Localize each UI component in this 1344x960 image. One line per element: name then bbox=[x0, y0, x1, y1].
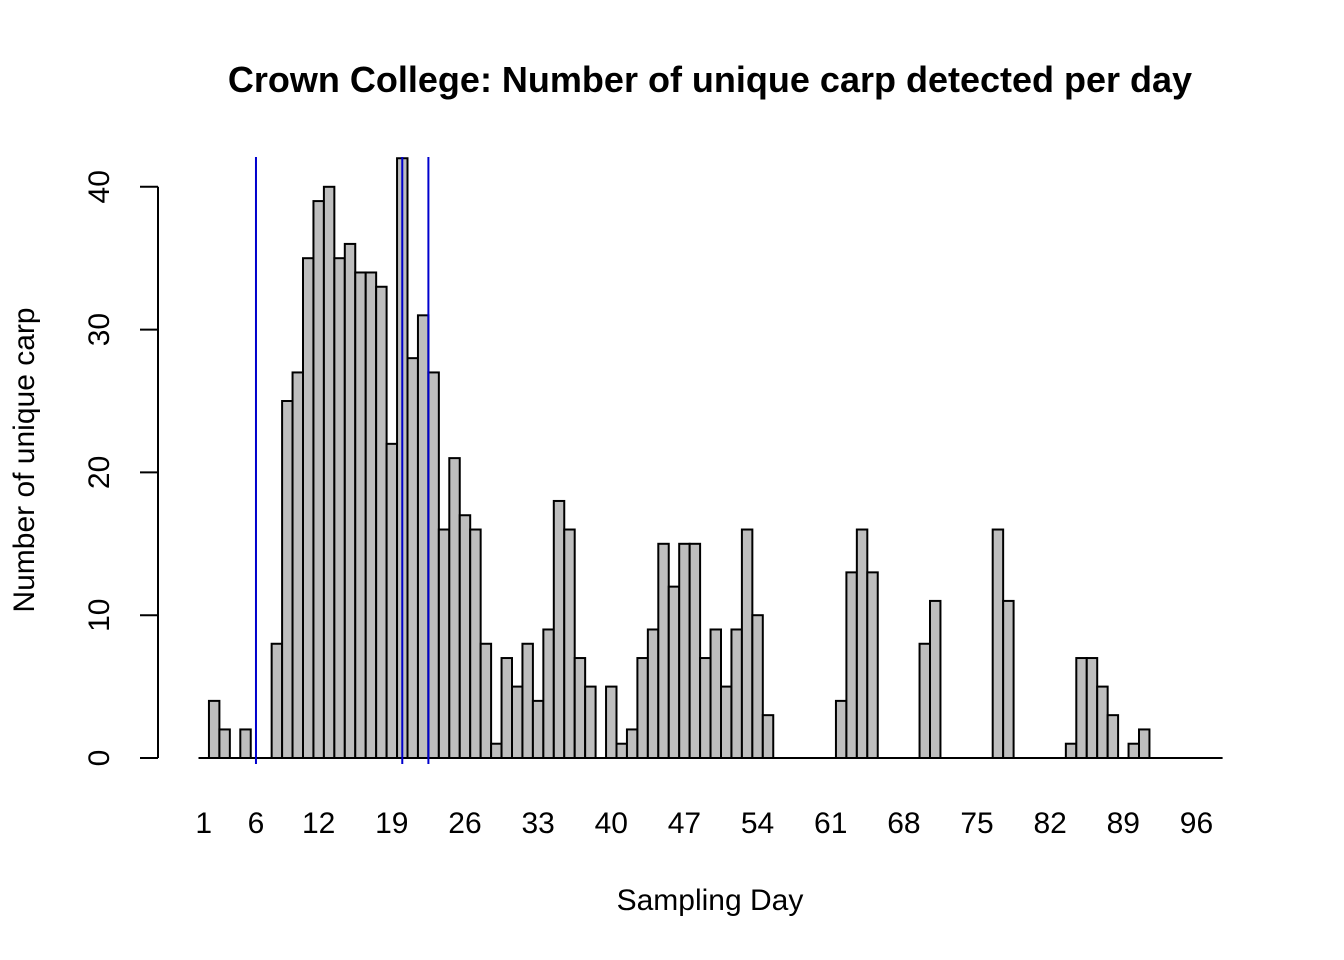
bar-day-16 bbox=[354, 271, 367, 759]
y-tick-label-40: 40 bbox=[83, 170, 116, 203]
bar-day-10 bbox=[291, 371, 304, 759]
x-tick-label-68: 68 bbox=[887, 807, 920, 840]
bar-day-91 bbox=[1138, 728, 1151, 760]
bar-day-34 bbox=[542, 628, 555, 759]
bar-day-29 bbox=[490, 742, 503, 759]
y-axis: 0 10 20 30 40 bbox=[83, 170, 159, 767]
bar-day-38 bbox=[584, 685, 597, 759]
bar-day-64 bbox=[855, 528, 869, 760]
bar-day-14 bbox=[333, 257, 346, 759]
bar-day-35 bbox=[552, 499, 566, 759]
bar-day-55 bbox=[761, 714, 775, 759]
x-tick-label-40: 40 bbox=[595, 807, 628, 840]
bar-day-22 bbox=[416, 314, 430, 759]
bar-day-32 bbox=[521, 642, 534, 760]
bar-day-62 bbox=[834, 699, 848, 760]
bar-day-37 bbox=[573, 657, 587, 759]
x-tick-label-47: 47 bbox=[668, 807, 701, 840]
y-tick-label-0: 0 bbox=[83, 750, 116, 767]
bar-day-43 bbox=[636, 657, 649, 759]
bar-day-40 bbox=[605, 685, 618, 759]
bar-day-88 bbox=[1106, 714, 1120, 759]
y-tick-label-30: 30 bbox=[83, 313, 116, 346]
bar-day-47 bbox=[678, 542, 691, 759]
bar-day-48 bbox=[688, 542, 702, 759]
y-tick-label-20: 20 bbox=[83, 456, 116, 489]
x-tick-label-26: 26 bbox=[448, 807, 481, 840]
x-tick-label-54: 54 bbox=[741, 807, 774, 840]
bar-day-78 bbox=[1002, 599, 1015, 759]
bar-day-28 bbox=[479, 642, 493, 760]
bar-day-31 bbox=[511, 685, 524, 759]
bar-series bbox=[207, 157, 1151, 760]
bar-day-85 bbox=[1075, 657, 1088, 759]
bar-day-24 bbox=[437, 528, 451, 760]
bar-day-21 bbox=[406, 357, 419, 759]
bar-day-5 bbox=[239, 728, 252, 760]
bar-day-53 bbox=[740, 528, 754, 760]
x-tick-label-75: 75 bbox=[960, 807, 993, 840]
x-axis-label: Sampling Day bbox=[617, 884, 804, 917]
bar-day-18 bbox=[375, 285, 388, 759]
bar-day-46 bbox=[667, 585, 681, 760]
x-tick-label-33: 33 bbox=[521, 807, 554, 840]
bar-day-63 bbox=[845, 571, 858, 759]
bar-day-11 bbox=[302, 257, 315, 759]
x-tick-label-89: 89 bbox=[1107, 807, 1140, 840]
bar-day-9 bbox=[281, 400, 294, 759]
x-tick-label-1: 1 bbox=[195, 807, 212, 840]
bar-day-49 bbox=[699, 657, 712, 759]
bar-day-44 bbox=[646, 628, 660, 759]
bar-day-33 bbox=[531, 699, 545, 760]
bar-day-8 bbox=[270, 642, 284, 760]
bar-day-87 bbox=[1096, 685, 1109, 759]
bar-day-30 bbox=[500, 657, 513, 759]
x-tick-label-19: 19 bbox=[375, 807, 408, 840]
y-tick-label-10: 10 bbox=[83, 599, 116, 632]
bar-day-36 bbox=[563, 528, 576, 760]
x-tick-label-61: 61 bbox=[814, 807, 847, 840]
bar-day-26 bbox=[458, 514, 472, 759]
bar-day-15 bbox=[343, 242, 357, 760]
bar-day-42 bbox=[625, 728, 639, 760]
x-tick-label-6: 6 bbox=[248, 807, 265, 840]
bar-day-13 bbox=[322, 185, 336, 760]
x-tick-label-12: 12 bbox=[302, 807, 335, 840]
bar-day-65 bbox=[866, 571, 879, 759]
bar-day-90 bbox=[1127, 742, 1141, 759]
bar-day-2 bbox=[207, 699, 221, 760]
bar-day-12 bbox=[312, 200, 325, 759]
bar-day-51 bbox=[720, 685, 733, 759]
bar-day-19 bbox=[385, 442, 399, 759]
bar-day-54 bbox=[751, 614, 764, 760]
bar-day-50 bbox=[709, 628, 722, 759]
bar-day-25 bbox=[448, 457, 461, 759]
bar-day-71 bbox=[929, 599, 942, 759]
x-tick-label-96: 96 bbox=[1180, 807, 1213, 840]
bar-day-70 bbox=[918, 642, 931, 760]
bar-day-41 bbox=[615, 742, 628, 759]
y-axis-label: Number of unique carp bbox=[8, 307, 41, 612]
bar-day-45 bbox=[657, 542, 670, 759]
bar-day-84 bbox=[1064, 742, 1078, 759]
bar-day-27 bbox=[469, 528, 482, 760]
x-axis-ticks: 1 6 12 19 26 33 40 47 54 61 68 75 82 89 96 bbox=[195, 807, 1213, 840]
vertical-markers bbox=[254, 157, 430, 764]
bar-day-17 bbox=[364, 271, 378, 759]
bar-day-77 bbox=[991, 528, 1005, 760]
chart-title: Crown College: Number of unique carp det… bbox=[228, 59, 1192, 100]
bar-day-23 bbox=[427, 371, 440, 759]
bar-day-3 bbox=[218, 728, 231, 760]
bar-day-86 bbox=[1085, 657, 1099, 759]
bar-day-52 bbox=[730, 628, 743, 759]
x-tick-label-82: 82 bbox=[1033, 807, 1066, 840]
